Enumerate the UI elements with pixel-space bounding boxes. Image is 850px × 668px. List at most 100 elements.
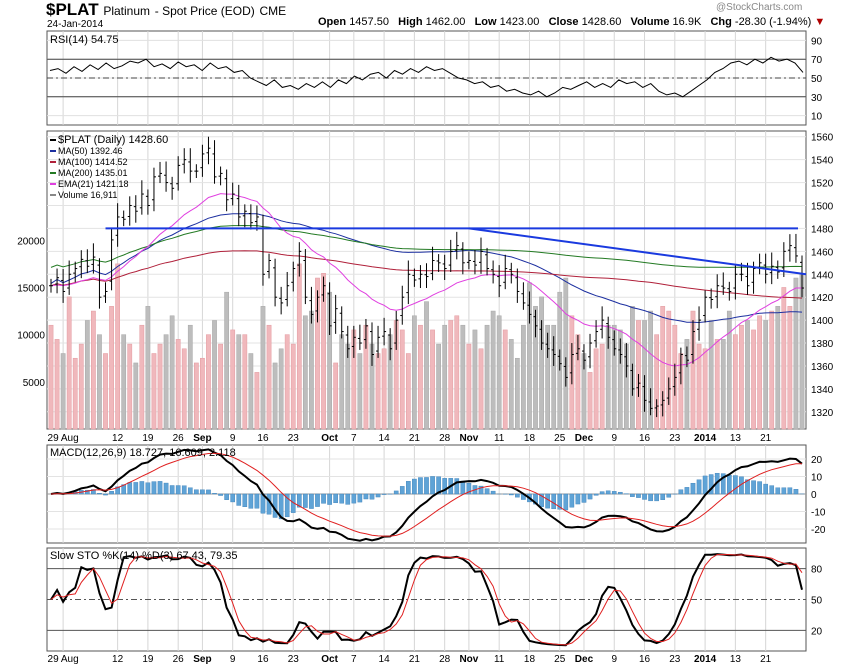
- rsi-title: RSI(14) 54.75: [50, 34, 118, 46]
- x-tick-label: 16: [639, 654, 651, 665]
- volume-bar: [514, 357, 520, 430]
- rsi-tick-label: 30: [811, 93, 823, 104]
- macd-histogram-bar: [563, 493, 569, 511]
- macd-histogram-bar: [727, 475, 732, 495]
- macd-tick-label: -20: [811, 525, 826, 536]
- macd-histogram-bar: [406, 481, 411, 495]
- macd-histogram-bar: [151, 481, 157, 495]
- volume-bar: [248, 353, 254, 430]
- macd-histogram-bar: [460, 480, 466, 495]
- volume-bar: [684, 339, 690, 430]
- macd-histogram-bar: [418, 477, 423, 495]
- macd-histogram-bar: [412, 478, 417, 495]
- macd-histogram-bar: [369, 493, 375, 500]
- volume-label: Volume: [630, 16, 670, 28]
- macd-histogram-bar: [194, 489, 199, 495]
- macd-histogram-bar: [484, 488, 490, 495]
- volume-bar: [72, 357, 78, 430]
- macd-histogram-bar: [581, 493, 587, 503]
- volume-bar: [696, 343, 702, 430]
- macd-histogram-bar: [181, 485, 187, 495]
- macd-histogram-bar: [315, 493, 320, 507]
- volume-bar: [745, 320, 750, 430]
- macd-histogram-bar: [242, 493, 248, 508]
- macd-histogram-bar: [599, 491, 605, 495]
- macd-histogram-bar: [508, 493, 514, 496]
- volume-bar: [78, 343, 84, 430]
- volume-bar: [702, 348, 708, 430]
- macd-histogram-bar: [375, 493, 381, 498]
- volume-bar: [321, 273, 326, 430]
- volume-bar: [545, 324, 550, 430]
- macd-histogram-bar: [666, 493, 672, 498]
- macd-histogram-bar: [617, 491, 623, 495]
- volume-bar: [751, 329, 756, 430]
- macd-histogram-bar: [248, 493, 254, 509]
- volume-bar: [521, 324, 526, 430]
- instrument-subtitle: - Spot Price (EOD): [154, 4, 255, 18]
- x-tick-label: Sep: [193, 654, 211, 665]
- volume-bar: [109, 306, 114, 430]
- x-tick-label: 12: [112, 654, 124, 665]
- macd-histogram-bar: [212, 493, 217, 495]
- volume-bar: [587, 372, 593, 430]
- x-tick-label: 21: [760, 654, 772, 665]
- volume-bar: [193, 362, 199, 430]
- macd-histogram-bar: [781, 487, 787, 495]
- sto-d-line: [50, 553, 803, 646]
- x-tick-label: Oct: [321, 654, 338, 665]
- volume-bar: [660, 306, 666, 430]
- high-value: 1462.00: [425, 16, 466, 28]
- volume-bar: [508, 339, 514, 430]
- macd-histogram-bar: [575, 493, 581, 505]
- volume-bar: [599, 343, 605, 430]
- legend-entry: $PLAT (Daily) 1428.60: [58, 134, 168, 146]
- volume-bar: [405, 353, 411, 430]
- macd-histogram-bar: [545, 493, 550, 509]
- price-tick-label: 1460: [811, 247, 834, 258]
- volume-bar: [121, 334, 127, 430]
- macd-histogram-bar: [490, 490, 496, 495]
- volume-bar: [157, 343, 163, 430]
- watermark: @StockCharts.com: [716, 2, 803, 13]
- macd-histogram-bar: [660, 493, 666, 500]
- volume-bar: [375, 353, 381, 430]
- volume-bar: [139, 324, 145, 430]
- macd-histogram-bar: [303, 493, 308, 508]
- volume-bar: [478, 348, 484, 430]
- macd-histogram-bar: [702, 475, 708, 495]
- x-tick-label: 12: [112, 433, 124, 444]
- volume-bar: [708, 320, 714, 430]
- x-tick-label: 7: [351, 433, 357, 444]
- volume-bar: [739, 324, 744, 430]
- volume-bar: [442, 324, 448, 430]
- macd-histogram-bar: [442, 478, 447, 495]
- macd-histogram-bar: [569, 493, 575, 508]
- volume-bar: [617, 329, 623, 430]
- legend-entry: EMA(21) 1421.18: [58, 179, 129, 189]
- ma50-line: [50, 213, 803, 324]
- macd-histogram-bar: [436, 476, 441, 495]
- macd-histogram-bar: [399, 486, 405, 495]
- macd-histogram-bar: [684, 487, 690, 495]
- ohlc-summary: Open 1457.50 High 1462.00 Low 1423.00 Cl…: [318, 16, 825, 28]
- macd-histogram-bar: [751, 480, 756, 495]
- macd-histogram-bar: [121, 484, 126, 495]
- macd-histogram-bar: [611, 491, 617, 495]
- volume-bar: [775, 306, 781, 430]
- volume-bar: [127, 343, 133, 430]
- volume-bar: [690, 310, 696, 430]
- macd-histogram-bar: [115, 486, 120, 495]
- legend-entry: MA(100) 1414.52: [58, 157, 128, 167]
- x-tick-label: Oct: [321, 433, 338, 444]
- low-value: 1423.00: [499, 16, 540, 28]
- volume-bar: [91, 310, 96, 430]
- x-tick-label: 2014: [694, 433, 717, 444]
- sto-tick-label: 20: [811, 626, 823, 637]
- volume-bar: [303, 315, 308, 430]
- volume-bar: [472, 329, 478, 430]
- legend-entry: MA(50) 1392.46: [58, 146, 123, 156]
- macd-histogram-bar: [690, 482, 696, 495]
- macd-histogram-bar: [333, 493, 338, 504]
